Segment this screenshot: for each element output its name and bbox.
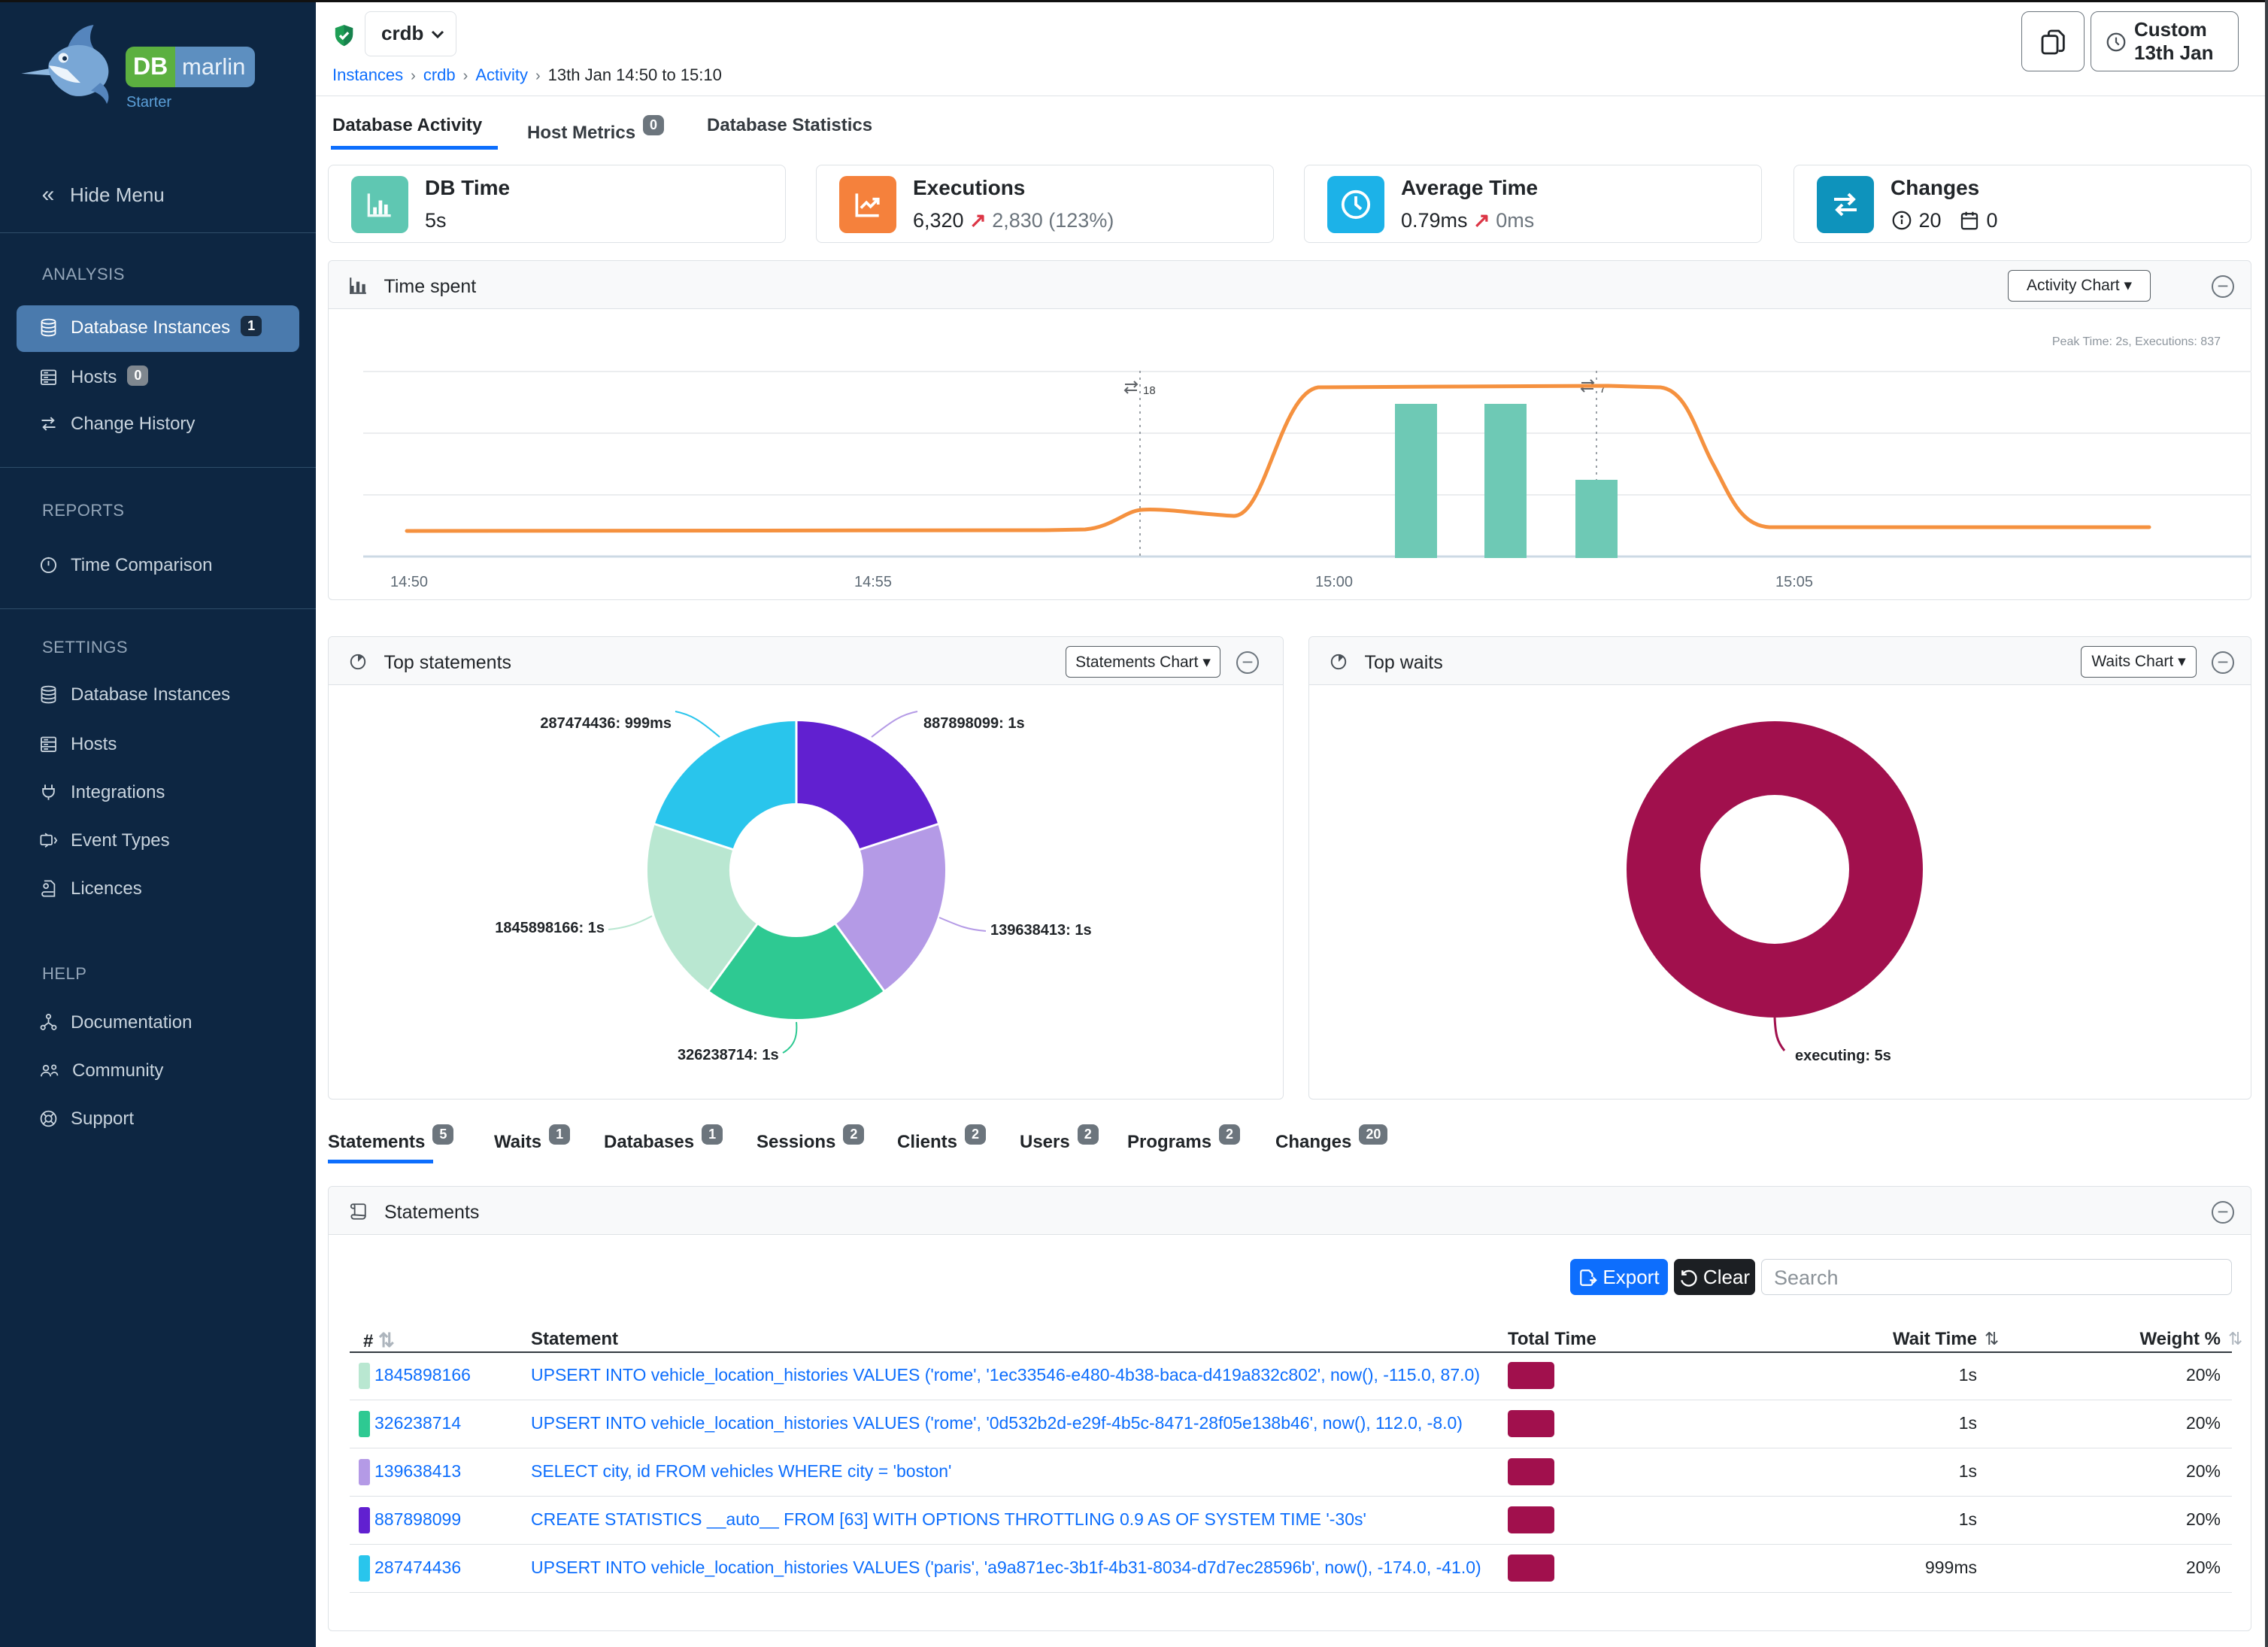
svg-text:executing: 5s: executing: 5s bbox=[1795, 1048, 1891, 1064]
svg-text:14:55: 14:55 bbox=[854, 574, 892, 590]
svg-text:139638413: 1s: 139638413: 1s bbox=[990, 922, 1092, 939]
svg-text:7: 7 bbox=[1599, 383, 1605, 396]
svg-text:14:50: 14:50 bbox=[390, 574, 428, 590]
svg-text:15:05: 15:05 bbox=[1775, 574, 1813, 590]
svg-text:887898099: 1s: 887898099: 1s bbox=[923, 715, 1025, 732]
svg-text:287474436: 999ms: 287474436: 999ms bbox=[540, 715, 672, 732]
svg-text:326238714: 1s: 326238714: 1s bbox=[678, 1047, 779, 1063]
svg-text:15:00: 15:00 bbox=[1315, 574, 1353, 590]
svg-text:18: 18 bbox=[1143, 384, 1156, 397]
svg-text:1845898166: 1s: 1845898166: 1s bbox=[495, 920, 605, 936]
